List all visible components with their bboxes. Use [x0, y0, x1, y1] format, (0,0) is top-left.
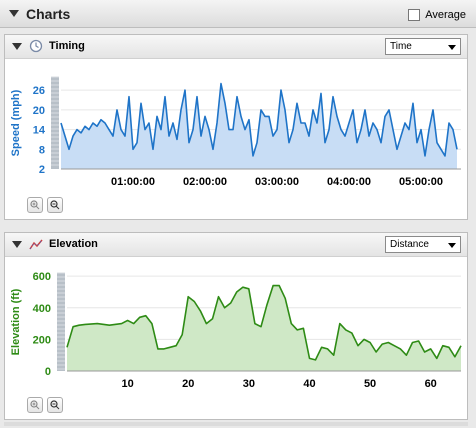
x-axis-title: Time (h:m:s) — [228, 194, 294, 195]
x-axis-title: Distance (mi) — [229, 396, 298, 397]
timing-title: Timing — [49, 40, 85, 52]
x-tick-label: 30 — [243, 378, 255, 390]
zoom-out-icon — [50, 200, 60, 210]
series-line — [66, 284, 462, 361]
x-tick-label: 20 — [182, 378, 194, 390]
series-line — [60, 82, 458, 157]
chevron-down-icon — [448, 243, 456, 248]
timing-panel-header: Timing Time — [5, 35, 467, 59]
zoom-in-button[interactable] — [27, 397, 43, 413]
elevation-chart[interactable]: 0 200 400 600 10 20 30 40 50 60 Distance (mi) Eleva… — [5, 257, 467, 397]
timing-axis-select-value: Time — [390, 41, 412, 52]
collapse-charts-icon[interactable] — [9, 10, 19, 17]
x-tick-label: 03:00:00 — [255, 176, 299, 188]
y-tick-label: 0 — [45, 366, 51, 378]
y-tick-label: 200 — [33, 334, 51, 346]
zoom-out-button[interactable] — [47, 397, 63, 413]
x-tick-label: 04:00:00 — [327, 176, 371, 188]
elevation-axis-select-value: Distance — [390, 239, 429, 250]
timing-panel: Timing Time 2 8 14 20 26 01:00:00 02:00:00 03:0… — [4, 34, 468, 220]
y-tick-label: 600 — [33, 271, 51, 283]
elevation-title: Elevation — [49, 238, 98, 250]
charts-header: Charts Average — [0, 0, 476, 28]
elevation-axis-select[interactable]: Distance — [385, 236, 461, 253]
elevation-icon — [29, 239, 43, 250]
average-label: Average — [425, 9, 466, 21]
clock-icon — [29, 39, 43, 53]
y-tick-label: 2 — [39, 164, 45, 176]
average-checkbox[interactable] — [408, 9, 421, 21]
x-tick-label: 40 — [303, 378, 315, 390]
y-tick-label: 26 — [33, 85, 45, 97]
series-area — [67, 285, 461, 371]
y-tick-label: 8 — [39, 144, 45, 156]
y-tick-label: 400 — [33, 303, 51, 315]
zoom-in-button[interactable] — [27, 197, 43, 213]
timing-chart[interactable]: 2 8 14 20 26 01:00:00 02:00:00 03:00:00 04:00:00… — [5, 59, 467, 195]
footer-bar — [4, 422, 468, 426]
collapse-elevation-icon[interactable] — [12, 241, 22, 248]
x-tick-label: 01:00:00 — [111, 176, 155, 188]
x-tick-label: 10 — [121, 378, 133, 390]
average-toggle[interactable]: Average — [408, 9, 466, 21]
y-tick-label: 20 — [33, 105, 45, 117]
y-range-handle[interactable] — [57, 273, 65, 371]
zoom-out-button[interactable] — [47, 197, 63, 213]
x-tick-label: 05:00:00 — [399, 176, 443, 188]
zoom-in-icon — [30, 400, 40, 410]
x-tick-label: 60 — [425, 378, 437, 390]
y-range-handle[interactable] — [51, 77, 59, 169]
timing-axis-select[interactable]: Time — [385, 38, 461, 55]
y-axis-title: Elevation (ft) — [10, 288, 22, 355]
charts-title: Charts — [26, 6, 71, 22]
y-axis-title: Speed (mph) — [10, 89, 22, 156]
zoom-out-icon — [50, 400, 60, 410]
elevation-panel: Elevation Distance 0 200 400 600 10 20 30 40 50 6… — [4, 232, 468, 420]
elevation-panel-header: Elevation Distance — [5, 233, 467, 257]
collapse-timing-icon[interactable] — [12, 43, 22, 50]
y-tick-label: 14 — [33, 125, 46, 137]
zoom-in-icon — [30, 200, 40, 210]
x-tick-label: 50 — [364, 378, 376, 390]
x-tick-label: 02:00:00 — [183, 176, 227, 188]
chevron-down-icon — [448, 45, 456, 50]
